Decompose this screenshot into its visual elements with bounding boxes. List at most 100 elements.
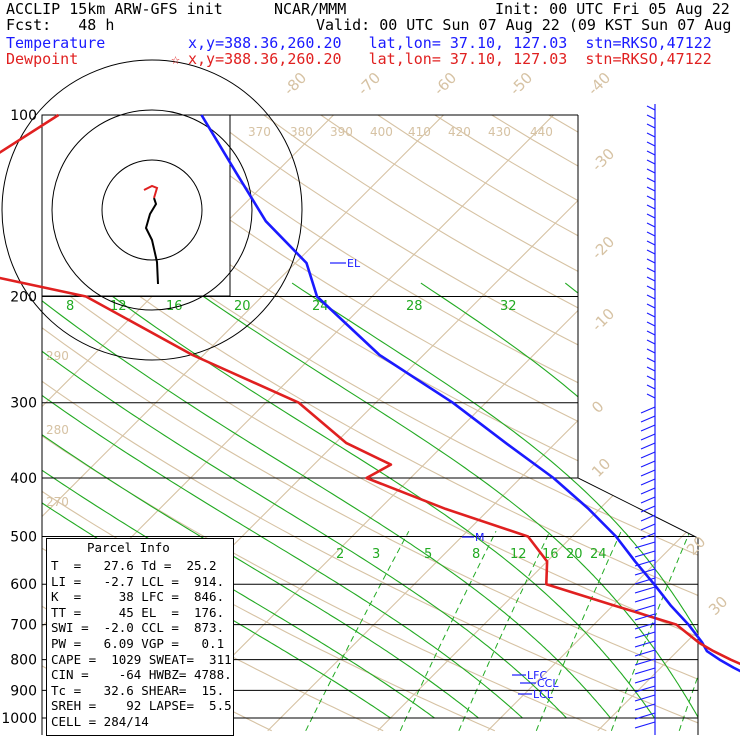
barb-feather <box>646 258 656 264</box>
barb-feather <box>634 604 656 612</box>
dry-adiabat-label: 400 <box>370 125 393 139</box>
hodograph-ring <box>1 59 303 361</box>
moist-adiabat-line <box>42 282 611 719</box>
barb-feather <box>646 348 656 354</box>
hodograph-ring <box>101 159 203 261</box>
wind-barbs <box>634 104 656 735</box>
dry-adiabat-line <box>669 115 698 732</box>
pressure-tick-label: 300 <box>10 396 37 412</box>
barb-feather <box>646 114 656 120</box>
moist-adiabat-label: 8 <box>66 299 74 314</box>
dry-adiabat-label: 380 <box>290 125 313 139</box>
moist-adiabat-label: 32 <box>500 299 517 314</box>
hodograph-trace-low <box>144 197 159 285</box>
isotherm-label: -50 <box>506 69 536 99</box>
dry-adiabat-line <box>42 115 698 732</box>
barb-feather <box>634 667 656 675</box>
dry-adiabat-label: 270 <box>46 495 69 509</box>
barb-feather <box>640 460 656 468</box>
dry-adiabat-label: 440 <box>530 125 553 139</box>
barb-feather <box>640 406 656 414</box>
barb-feather <box>640 496 656 504</box>
mixing-ratio-label: 24 <box>590 547 607 562</box>
pressure-tick-label: 800 <box>10 653 37 669</box>
barb-feather <box>640 424 656 432</box>
barb-feather <box>640 505 656 513</box>
barb-feather <box>634 676 656 684</box>
dry-adiabat-label: 430 <box>488 125 511 139</box>
model-title: ACCLIP 15km ARW-GFS init <box>6 0 223 18</box>
mixing-ratio-lines <box>305 530 698 732</box>
barb-feather <box>634 712 656 720</box>
isotherm-label: -80 <box>280 69 310 99</box>
barb-feather <box>640 514 656 522</box>
mixing-ratio-line <box>610 531 691 731</box>
dry-adiabat-line <box>282 115 698 732</box>
parcel-info-row: K = 38 LFC = 846. <box>51 589 225 605</box>
isotherm-label: -60 <box>430 69 460 99</box>
dry-adiabat-label: 390 <box>330 125 353 139</box>
pressure-tick-label: 200 <box>10 290 37 306</box>
barb-feather <box>646 150 656 156</box>
isotherm-line <box>708 87 740 730</box>
mixing-ratio-label: 2 <box>336 547 344 562</box>
annotation-label: CCL <box>537 677 559 690</box>
barb-feather <box>646 105 656 111</box>
barb-feather <box>646 276 656 282</box>
parcel-info-row: Tc = 32.6 SHEAR= 15. <box>51 682 225 698</box>
barb-feather <box>646 393 656 399</box>
barb-feather <box>646 249 656 255</box>
barb-feather <box>634 613 656 621</box>
barb-feather <box>634 649 656 657</box>
hodograph <box>1 59 303 361</box>
temperature-location: x,y=388.36,260.20 lat,lon= 37.10, 127.03… <box>188 34 712 52</box>
mixing-ratio-line <box>305 530 410 732</box>
annotation-label: EL <box>347 257 361 270</box>
barb-feather <box>646 384 656 390</box>
dry-adiabat-line <box>42 115 698 732</box>
annotation-label: LFC <box>527 669 547 682</box>
pressure-tick-label: 100 <box>10 108 37 124</box>
barb-feather <box>646 321 656 327</box>
barb-feather <box>646 132 656 138</box>
parcel-info-row: SWI = -2.0 CCL = 873. <box>51 620 225 636</box>
isotherm-line <box>42 115 362 732</box>
barb-feather <box>646 366 656 372</box>
parcel-info-row: CIN = -64 HWBZ= 4788. <box>51 667 232 683</box>
hodograph-box <box>41 114 231 297</box>
barb-feather <box>634 586 656 594</box>
dry-adiabat-label: 420 <box>448 125 471 139</box>
barb-feather <box>640 469 656 477</box>
barb-feather <box>640 415 656 423</box>
moist-adiabat-label: 20 <box>234 299 251 314</box>
dry-adiabat-label: 290 <box>46 349 69 363</box>
barb-feather <box>634 559 656 567</box>
barb-feather <box>634 640 656 648</box>
barb-feather <box>640 451 656 459</box>
isotherm-line <box>42 115 582 732</box>
mixing-ratio-line <box>399 530 497 732</box>
pressure-tick-label: 600 <box>10 577 37 593</box>
parcel-info-row: SREH = 92 LAPSE= 5.5 <box>51 698 232 714</box>
mixing-ratio-label: 3 <box>372 547 380 562</box>
barb-feather <box>646 330 656 336</box>
barb-feather <box>634 568 656 576</box>
isotherm-line <box>42 115 472 732</box>
barb-feather <box>640 478 656 486</box>
barb-feather <box>634 595 656 603</box>
forecast-hour: Fcst: 48 h <box>6 16 115 34</box>
dry-adiabat-label: 280 <box>46 423 69 437</box>
dry-adiabat-label: 370 <box>248 125 271 139</box>
dewpoint-marker: ☆ <box>171 50 181 68</box>
isotherm-line <box>267 115 698 732</box>
moist-adiabat-line <box>94 282 655 719</box>
barb-feather <box>646 240 656 246</box>
barb-feather <box>646 375 656 381</box>
moist-adiabat-line <box>42 282 567 719</box>
barb-feather <box>640 487 656 495</box>
barb-feather <box>646 159 656 165</box>
isotherm-label: 0 <box>588 397 607 416</box>
dry-adiabat-label: 410 <box>408 125 431 139</box>
